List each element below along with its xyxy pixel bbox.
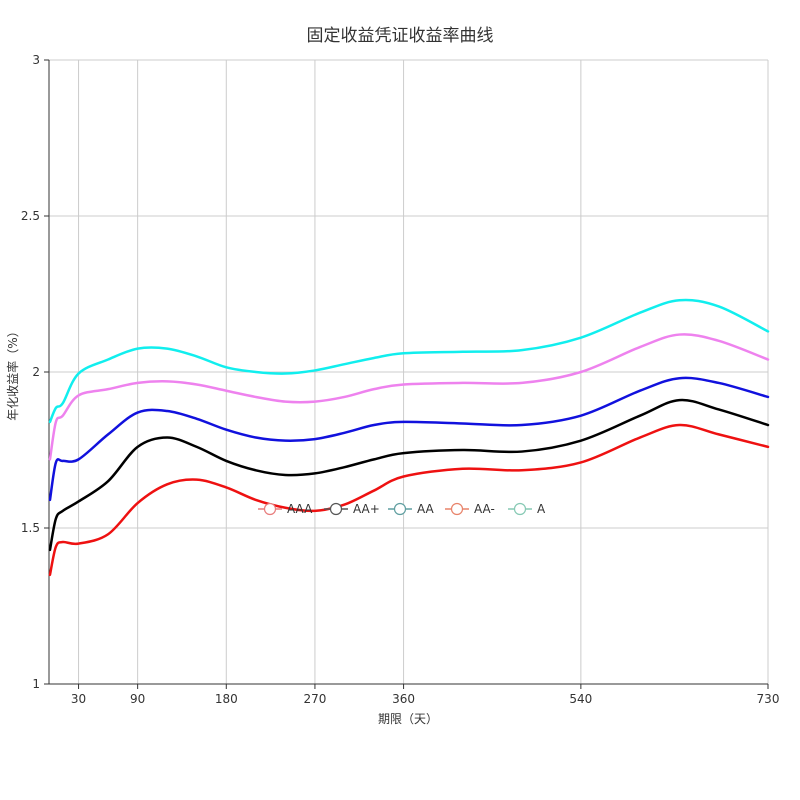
legend-item-4[interactable]: AA- xyxy=(445,502,495,516)
legend-swatch-marker xyxy=(393,502,407,516)
y-tick-label: 3 xyxy=(32,53,40,67)
x-tick-label: 360 xyxy=(392,692,415,706)
x-tick-label: 730 xyxy=(757,692,780,706)
grid xyxy=(49,59,769,684)
y-tick-label: 2 xyxy=(32,365,40,379)
y-tick-label: 2.5 xyxy=(21,209,40,223)
legend-item-2[interactable]: AA+ xyxy=(324,502,380,516)
legend-label: A xyxy=(537,502,546,516)
legend-item-1[interactable]: AAA xyxy=(258,502,313,516)
legend-item-3[interactable]: AA xyxy=(388,502,435,516)
x-tick-label: 30 xyxy=(71,692,86,706)
series-lines xyxy=(48,298,770,577)
series-line-aa-minus xyxy=(48,333,770,461)
legend-item-5[interactable]: A xyxy=(508,502,546,516)
series-line-aaa xyxy=(48,423,770,577)
y-axis-title: 年化收益率（%） xyxy=(5,325,20,420)
legend-label: AA xyxy=(417,502,435,516)
axes xyxy=(44,59,769,689)
legend-label: AA+ xyxy=(353,502,380,516)
legend-label: AAA xyxy=(287,502,313,516)
chart-title: 固定收益凭证收益率曲线 xyxy=(307,26,494,46)
y-tick-labels: 1 1.5 2 2.5 3 xyxy=(21,53,40,691)
legend-label: AA- xyxy=(474,502,495,516)
x-axis-title: 期限（天） xyxy=(378,712,438,726)
legend-swatch-marker xyxy=(329,502,343,516)
x-tick-label: 270 xyxy=(303,692,326,706)
x-tick-label: 180 xyxy=(215,692,238,706)
x-tick-labels: 30 90 180 270 360 540 730 xyxy=(71,692,780,706)
series-line-aa-plus xyxy=(48,398,770,552)
legend[interactable]: AAA AA+ AA AA- A xyxy=(258,502,546,516)
legend-swatch-marker xyxy=(513,502,527,516)
x-tick-label: 540 xyxy=(569,692,592,706)
legend-swatch-marker xyxy=(263,502,277,516)
series-line-a xyxy=(48,298,770,424)
series-line-aa xyxy=(48,376,770,502)
y-tick-label: 1 xyxy=(32,677,40,691)
x-tick-label: 90 xyxy=(130,692,145,706)
legend-swatch-marker xyxy=(450,502,464,516)
y-tick-label: 1.5 xyxy=(21,521,40,535)
